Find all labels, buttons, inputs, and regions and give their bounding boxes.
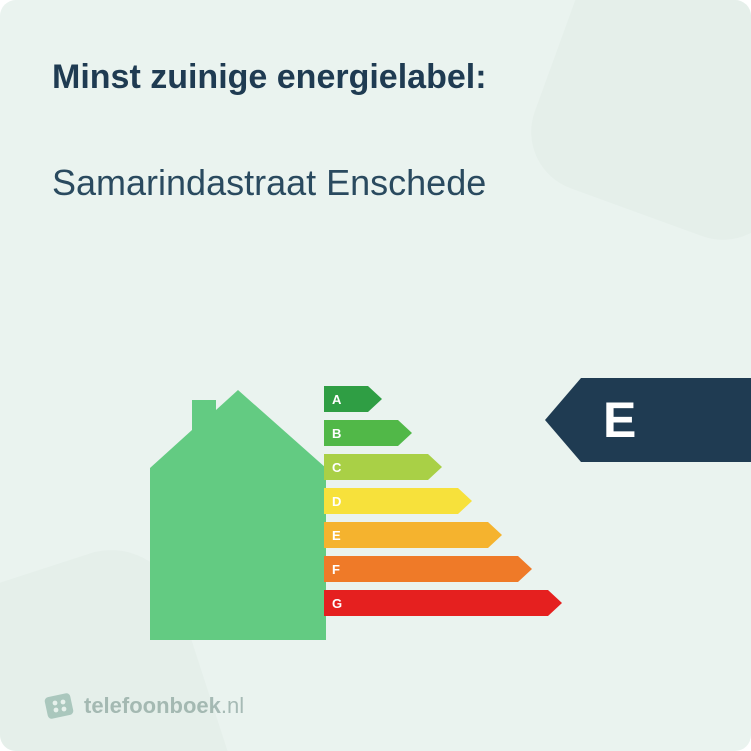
- footer: telefoonboek.nl: [44, 691, 244, 721]
- card-subheading: Samarindastraat Enschede: [52, 162, 486, 204]
- energy-label-chart: ABCDEFG: [160, 380, 600, 660]
- energy-bar-a: A: [324, 386, 382, 412]
- energy-bar-arrow: [428, 454, 442, 480]
- footer-brand-name: telefoonboek: [84, 693, 221, 718]
- energy-bar-g: G: [324, 590, 562, 616]
- energy-bar-arrow: [368, 386, 382, 412]
- house-icon: [150, 390, 326, 640]
- energy-bar-b: B: [324, 420, 412, 446]
- energy-bar-arrow: [488, 522, 502, 548]
- energy-bar-d: D: [324, 488, 472, 514]
- energy-bar-label: C: [324, 454, 428, 480]
- energy-bar-label: B: [324, 420, 398, 446]
- energy-bar-label: A: [324, 386, 368, 412]
- result-badge: E: [545, 378, 751, 462]
- footer-tld: .nl: [221, 693, 244, 718]
- result-letter: E: [581, 378, 751, 462]
- energy-bar-arrow: [518, 556, 532, 582]
- bg-decor-shape: [514, 0, 751, 257]
- energy-bar-label: E: [324, 522, 488, 548]
- card-heading: Minst zuinige energielabel:: [52, 58, 487, 97]
- energy-bar-label: D: [324, 488, 458, 514]
- energy-bar-arrow: [398, 420, 412, 446]
- energy-bar-arrow: [548, 590, 562, 616]
- energy-bar-label: F: [324, 556, 518, 582]
- energy-label-card: Minst zuinige energielabel: Samarindastr…: [0, 0, 751, 751]
- footer-brand: telefoonboek.nl: [84, 693, 244, 719]
- energy-bar-c: C: [324, 454, 442, 480]
- energy-bar-label: G: [324, 590, 548, 616]
- energy-bar-arrow: [458, 488, 472, 514]
- energy-bar-f: F: [324, 556, 532, 582]
- energy-bar-e: E: [324, 522, 502, 548]
- footer-logo-icon: [44, 691, 74, 721]
- result-arrow: [545, 378, 581, 462]
